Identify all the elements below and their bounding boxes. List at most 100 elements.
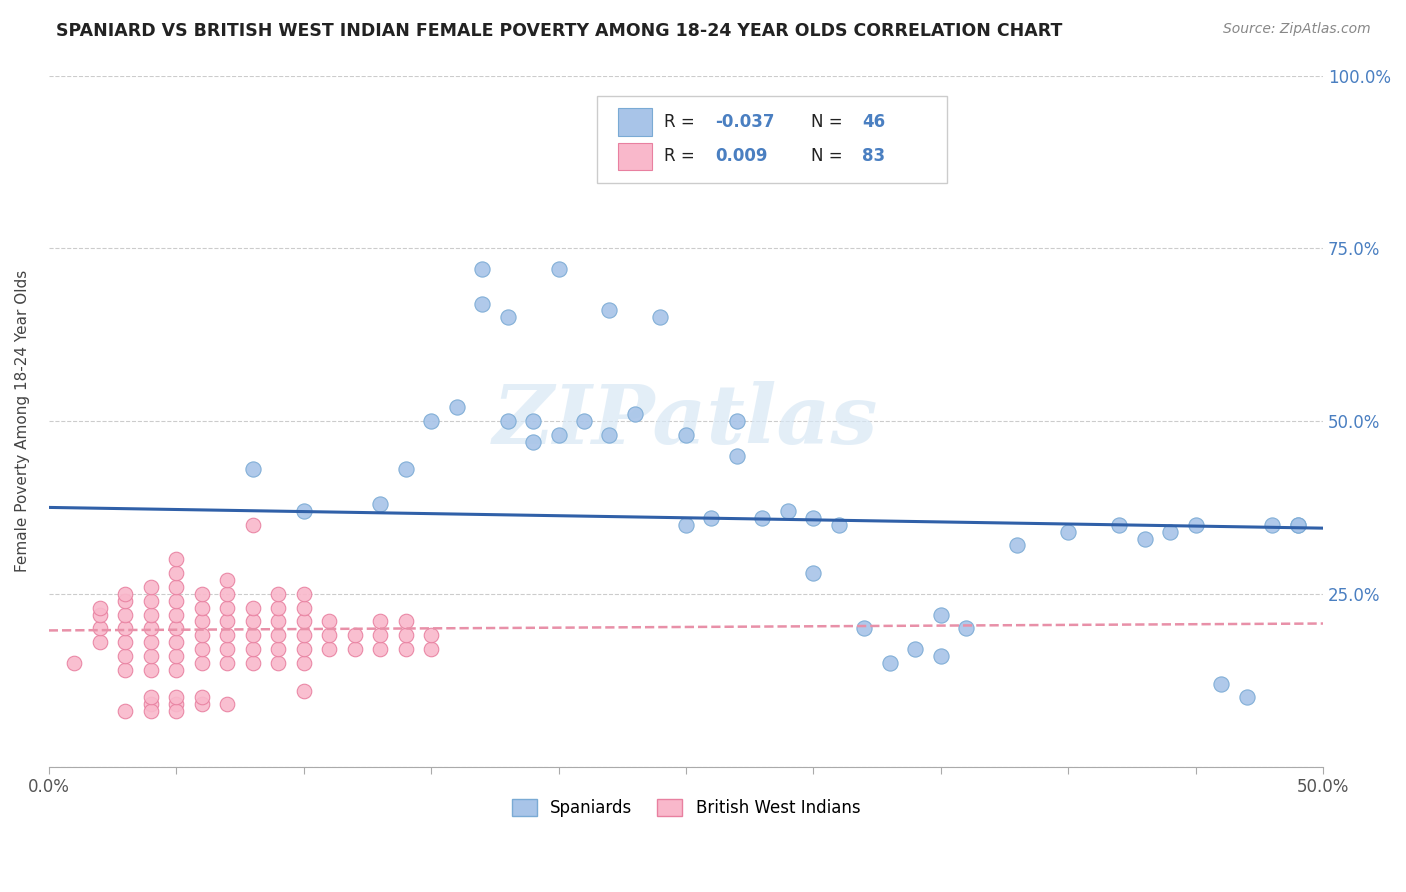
Point — [139, 648, 162, 663]
Point — [114, 648, 136, 663]
Point — [139, 704, 162, 718]
Point — [267, 628, 290, 642]
Point — [420, 414, 443, 428]
Point — [165, 621, 187, 635]
Point — [776, 504, 799, 518]
Point — [139, 698, 162, 712]
Point — [242, 600, 264, 615]
Text: ZIPatlas: ZIPatlas — [494, 381, 879, 461]
Point — [675, 428, 697, 442]
Point — [139, 663, 162, 677]
FancyBboxPatch shape — [596, 96, 948, 183]
Text: SPANIARD VS BRITISH WEST INDIAN FEMALE POVERTY AMONG 18-24 YEAR OLDS CORRELATION: SPANIARD VS BRITISH WEST INDIAN FEMALE P… — [56, 22, 1063, 40]
Point — [139, 635, 162, 649]
Point — [217, 615, 239, 629]
Point — [165, 698, 187, 712]
Point — [1286, 517, 1309, 532]
Point — [343, 628, 366, 642]
Point — [217, 600, 239, 615]
Point — [853, 621, 876, 635]
Point — [242, 615, 264, 629]
Point — [803, 510, 825, 524]
Point — [217, 642, 239, 657]
Point — [217, 573, 239, 587]
Point — [114, 587, 136, 601]
Point — [190, 698, 212, 712]
Point — [217, 656, 239, 670]
Point — [114, 593, 136, 607]
Point — [165, 593, 187, 607]
Point — [292, 628, 315, 642]
Point — [165, 635, 187, 649]
Point — [165, 690, 187, 705]
Point — [343, 642, 366, 657]
Point — [879, 656, 901, 670]
Point — [1184, 517, 1206, 532]
Point — [318, 628, 340, 642]
Point — [242, 642, 264, 657]
Point — [292, 587, 315, 601]
Point — [139, 593, 162, 607]
Point — [803, 566, 825, 580]
Point — [139, 607, 162, 622]
Point — [675, 517, 697, 532]
Point — [650, 310, 672, 325]
Point — [267, 600, 290, 615]
Point — [368, 628, 391, 642]
Point — [114, 607, 136, 622]
Text: N =: N = — [811, 147, 848, 165]
Point — [292, 615, 315, 629]
Point — [267, 642, 290, 657]
Point — [63, 656, 86, 670]
Point — [190, 642, 212, 657]
Point — [217, 628, 239, 642]
Point — [190, 656, 212, 670]
Point — [114, 635, 136, 649]
Point — [394, 615, 416, 629]
Point — [904, 642, 927, 657]
Text: -0.037: -0.037 — [716, 112, 775, 131]
Point — [89, 635, 111, 649]
Point — [292, 600, 315, 615]
Point — [318, 615, 340, 629]
Point — [217, 587, 239, 601]
Point — [165, 648, 187, 663]
Point — [190, 587, 212, 601]
Point — [1159, 524, 1181, 539]
Point — [165, 607, 187, 622]
Point — [292, 504, 315, 518]
Point — [700, 510, 723, 524]
Point — [190, 615, 212, 629]
Point — [368, 615, 391, 629]
Point — [165, 580, 187, 594]
Text: R =: R = — [664, 112, 700, 131]
Text: N =: N = — [811, 112, 848, 131]
Text: 83: 83 — [862, 147, 884, 165]
Point — [292, 683, 315, 698]
Point — [955, 621, 977, 635]
Point — [1108, 517, 1130, 532]
Point — [114, 704, 136, 718]
Point — [471, 296, 494, 310]
Point — [165, 704, 187, 718]
Point — [725, 449, 748, 463]
Point — [114, 663, 136, 677]
Point — [190, 628, 212, 642]
Point — [751, 510, 773, 524]
Point — [598, 428, 620, 442]
Point — [190, 690, 212, 705]
Point — [929, 607, 952, 622]
FancyBboxPatch shape — [619, 143, 651, 170]
Point — [318, 642, 340, 657]
Point — [547, 262, 569, 277]
Point — [89, 621, 111, 635]
Point — [1236, 690, 1258, 705]
Point — [242, 628, 264, 642]
Point — [368, 497, 391, 511]
Point — [522, 434, 544, 449]
Text: Source: ZipAtlas.com: Source: ZipAtlas.com — [1223, 22, 1371, 37]
Point — [496, 310, 519, 325]
Point — [190, 600, 212, 615]
Point — [572, 414, 595, 428]
Point — [394, 642, 416, 657]
